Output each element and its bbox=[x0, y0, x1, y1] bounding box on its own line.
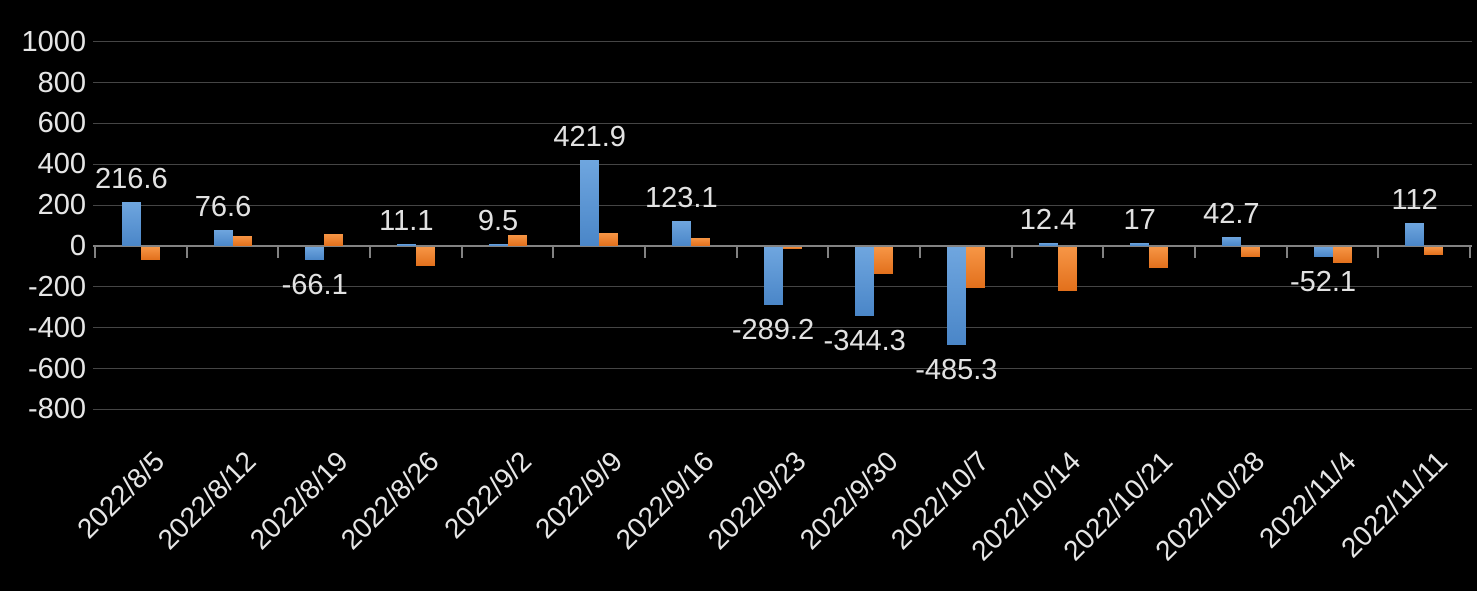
axis-tick bbox=[185, 247, 188, 258]
bar-series1 bbox=[396, 243, 416, 246]
data-label: 76.6 bbox=[194, 191, 252, 224]
y-axis-label: 800 bbox=[37, 66, 86, 99]
data-label: -289.2 bbox=[731, 314, 815, 347]
x-axis-label: 2022/9/23 bbox=[701, 445, 812, 556]
bar-series1 bbox=[580, 159, 600, 246]
bar-series1 bbox=[305, 247, 325, 260]
bar-series1 bbox=[763, 247, 783, 306]
x-axis-label: 2022/9/16 bbox=[610, 445, 721, 556]
gridline bbox=[93, 122, 1472, 124]
data-label: 9.5 bbox=[477, 205, 519, 238]
data-label: 17 bbox=[1123, 203, 1156, 236]
y-axis-label: 1000 bbox=[21, 25, 86, 58]
data-label: 11.1 bbox=[379, 204, 434, 237]
data-label: 123.1 bbox=[645, 181, 718, 214]
bar-series2 bbox=[965, 247, 985, 288]
axis-tick bbox=[827, 247, 830, 258]
gridline bbox=[93, 408, 1472, 410]
bar-series1 bbox=[488, 244, 508, 247]
axis-tick bbox=[919, 247, 921, 258]
axis-tick bbox=[1194, 247, 1196, 258]
axis-tick bbox=[369, 247, 371, 258]
x-axis-label: 2022/8/12 bbox=[151, 445, 262, 556]
y-axis-label: 0 bbox=[69, 230, 86, 262]
axis-tick bbox=[644, 247, 646, 258]
gridline bbox=[93, 286, 1472, 288]
data-label: 112 bbox=[1391, 184, 1438, 217]
gridline bbox=[93, 82, 1472, 84]
axis-tick bbox=[552, 247, 555, 258]
gridline bbox=[93, 163, 1472, 165]
bar-series2 bbox=[232, 236, 252, 246]
bar-series1 bbox=[1405, 223, 1425, 246]
data-label: 421.9 bbox=[553, 120, 626, 153]
gridline bbox=[93, 327, 1472, 329]
bar-series2 bbox=[1149, 247, 1169, 269]
axis-tick bbox=[1010, 247, 1013, 258]
bar-series2 bbox=[599, 233, 619, 246]
bar-series1 bbox=[1313, 247, 1333, 257]
bar-series1 bbox=[213, 230, 233, 246]
bar-series1 bbox=[855, 247, 875, 317]
x-axis-label: 2022/9/2 bbox=[437, 445, 537, 545]
bar-series2 bbox=[140, 247, 160, 261]
x-axis-label: 2022/9/30 bbox=[793, 445, 904, 556]
bar-series2 bbox=[874, 247, 894, 275]
bar-series1 bbox=[671, 220, 691, 246]
y-axis-label: -600 bbox=[27, 352, 86, 385]
axis-tick bbox=[1377, 247, 1380, 258]
data-label: 42.7 bbox=[1203, 198, 1260, 231]
y-axis-label: -800 bbox=[27, 393, 86, 426]
bar-series1 bbox=[946, 247, 966, 346]
axis-tick bbox=[277, 247, 280, 258]
axis-tick bbox=[94, 247, 96, 258]
gridline bbox=[93, 368, 1472, 370]
data-label: 12.4 bbox=[1019, 204, 1077, 237]
y-axis-label: -200 bbox=[27, 270, 86, 303]
bar-series2 bbox=[1240, 247, 1260, 258]
axis-tick bbox=[1469, 247, 1471, 258]
y-axis-label: 200 bbox=[37, 189, 86, 222]
x-axis-label: 2022/8/19 bbox=[243, 445, 354, 556]
x-axis-line bbox=[93, 245, 1472, 247]
y-axis-label: 400 bbox=[37, 148, 86, 181]
bar-series2 bbox=[690, 237, 710, 246]
axis-tick bbox=[1285, 247, 1288, 258]
bar-series1 bbox=[1130, 242, 1150, 246]
bar-series1 bbox=[1038, 243, 1058, 246]
bar-series2 bbox=[324, 233, 344, 246]
x-axis-label: 2022/8/26 bbox=[335, 445, 446, 556]
bar-series2 bbox=[1424, 247, 1444, 256]
bar-series2 bbox=[1057, 247, 1077, 291]
data-label: -66.1 bbox=[281, 268, 348, 301]
gridline bbox=[93, 41, 1472, 43]
axis-tick bbox=[460, 247, 463, 258]
gridline bbox=[93, 204, 1472, 206]
data-label: -52.1 bbox=[1289, 265, 1357, 298]
axis-tick bbox=[735, 247, 738, 258]
y-axis-label: -400 bbox=[27, 311, 86, 344]
bar-series1 bbox=[121, 201, 141, 246]
bar-series2 bbox=[507, 234, 527, 246]
y-axis-label: 600 bbox=[37, 107, 86, 140]
bar-series2 bbox=[1332, 247, 1352, 263]
data-label: 216.6 bbox=[95, 162, 168, 195]
data-label: -485.3 bbox=[915, 354, 998, 387]
bar-series2 bbox=[782, 247, 802, 249]
axis-tick bbox=[1102, 247, 1105, 258]
bar-series2 bbox=[415, 247, 435, 266]
bar-series1 bbox=[1221, 237, 1241, 246]
data-label: -344.3 bbox=[823, 325, 906, 358]
